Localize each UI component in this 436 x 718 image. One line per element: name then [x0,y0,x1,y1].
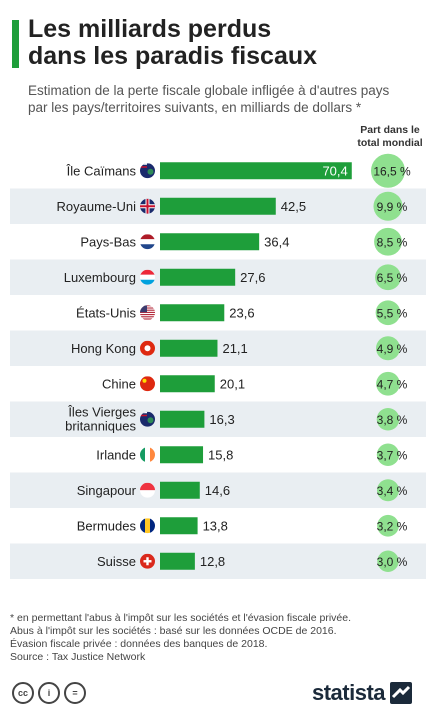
share-header-line-1: Part dans le [360,124,420,136]
bar-chart: Île Caïmans 70,4 16,5 % Royaume-Uni 42,5 9,9 … [10,153,426,579]
title-accent-bar [12,20,19,68]
bar [160,162,352,180]
bar [160,339,218,357]
share-bubble [375,300,401,326]
category-label: Hong Kong [71,341,136,356]
ireland-flag [140,447,155,463]
category-label: Royaume-Uni [57,199,137,214]
bar [160,446,204,464]
value-label: 36,4 [264,234,289,249]
bar [160,375,215,393]
usa-flag [140,305,155,320]
statista-mark-icon [390,682,413,704]
value-label: 12,8 [200,554,225,569]
share-label: 3,4 % [377,484,408,498]
logo-text: statista [312,680,386,705]
source-note: Source : Tax Justice Network [10,651,146,663]
share-label: 3,8 % [377,413,408,427]
equals-icon[interactable]: = [64,682,86,704]
value-label: 13,8 [203,518,228,533]
share-bubble [376,336,400,361]
license-icons: cc i = [12,682,86,704]
share-bubble [377,514,399,537]
by-icon[interactable]: i [38,682,60,704]
cc-icon[interactable]: cc [12,682,34,704]
singapore-flag [140,482,155,498]
footnotes: * en permettant l'abus à l'impôt sur les… [10,612,430,664]
luxembourg-flag [140,269,155,285]
bar [160,233,260,251]
bar [160,304,225,322]
category-label: Pays-Bas [80,234,136,249]
bvi-flag [140,411,155,427]
share-label: 3,2 % [377,519,408,533]
row-band [10,472,426,508]
value-label: 14,6 [205,483,230,498]
switzerland-flag [140,553,155,569]
footnote-2: Abus à l'impôt sur les sociétés : basé s… [10,625,337,637]
page-title: Les milliards perdus dans les paradis fi… [28,16,428,70]
hongkong-flag [140,340,155,356]
share-bubble [371,153,405,188]
category-label: Îles Vierges britanniques [65,404,136,433]
share-label: 9,9 % [377,200,408,214]
category-label: Suisse [97,554,136,569]
bar [160,481,200,499]
barbados-bermuda-flag [140,518,155,534]
value-label: 27,6 [240,270,265,285]
share-label: 16,5 % [373,164,411,178]
share-bubble [373,191,403,221]
subtitle: Estimation de la perte fiscale globale i… [28,82,432,116]
category-label: Singapour [77,483,137,498]
share-bubble [374,227,402,256]
china-flag [140,376,155,392]
share-column-header: Part dans le total mondial [346,124,434,150]
bar [160,517,198,535]
bar [160,197,276,215]
row-band [10,543,426,579]
share-label: 4,9 % [377,342,408,356]
value-label: 23,6 [229,305,254,320]
row-band [10,330,426,366]
share-bubble [376,443,400,466]
share-label: 8,5 % [377,235,408,249]
uk-flag [140,198,155,214]
value-label: 21,1 [222,341,247,356]
value-label: 42,5 [281,199,306,214]
row-band [10,401,426,437]
category-label: Bermudes [77,518,137,533]
subtitle-line-1: Estimation de la perte fiscale globale i… [28,83,390,98]
title-line-2: dans les paradis fiscaux [28,42,318,70]
bar [160,268,236,286]
share-label: 3,0 % [377,555,408,569]
share-label: 6,5 % [377,271,408,285]
value-label: 16,3 [209,412,234,427]
share-bubble [376,371,400,396]
bar [160,552,195,570]
netherlands-flag [140,234,155,250]
value-label: 70,4 [322,163,347,178]
share-label: 3,7 % [377,448,408,462]
title-line-1: Les milliards perdus [28,15,272,43]
statista-logo[interactable]: statista [312,680,413,706]
category-label: Irlande [96,447,136,462]
share-bubble [377,479,399,502]
share-bubble [375,264,401,291]
category-label: États-Unis [76,305,136,320]
footnote-3: Évasion fiscale privée : données des ban… [10,638,268,650]
category-label: Chine [102,376,136,391]
share-header-line-2: total mondial [357,137,423,149]
subtitle-line-2: par les pays/territoires suivants, en mi… [28,100,362,115]
share-bubble [377,550,399,572]
footnote-1: * en permettant l'abus à l'impôt sur les… [10,612,352,624]
category-label: Luxembourg [64,270,136,285]
cayman-flag [140,163,155,179]
value-label: 20,1 [220,376,245,391]
bar [160,410,205,428]
share-label: 4,7 % [377,377,408,391]
category-label: Île Caïmans [66,163,137,178]
value-label: 15,8 [208,447,233,462]
share-label: 5,5 % [377,306,408,320]
share-bubble [376,407,400,431]
